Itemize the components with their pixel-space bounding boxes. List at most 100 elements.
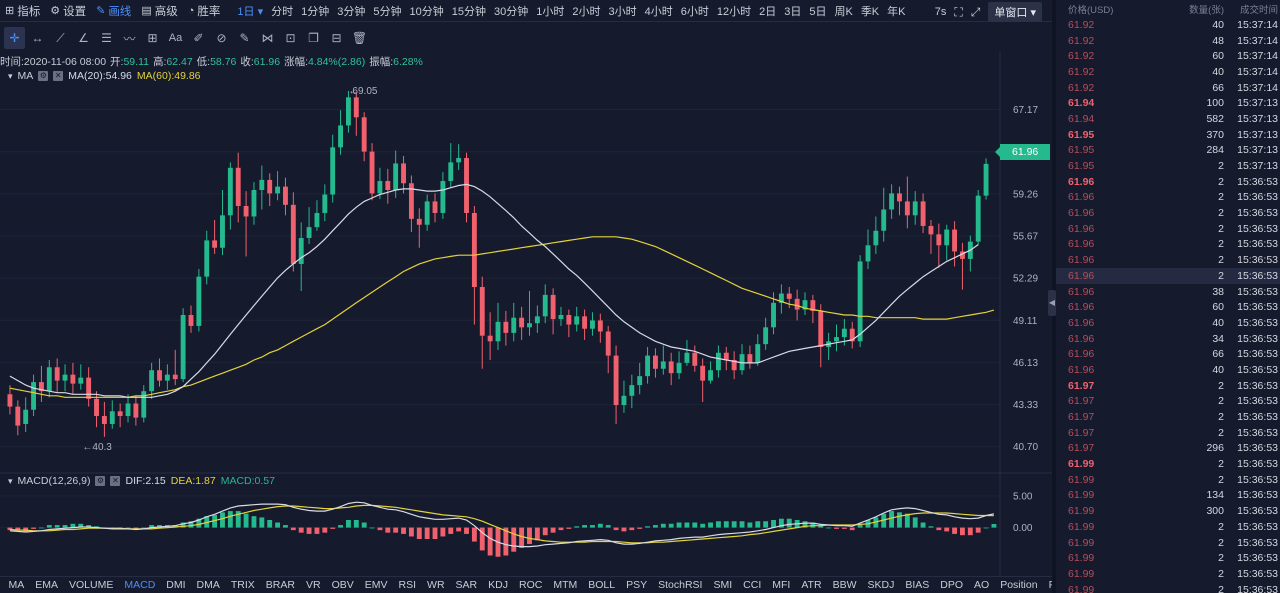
close-icon[interactable]: ✕ <box>110 476 121 486</box>
chart-canvas[interactable]: 67.1763.0959.2655.6752.2949.1146.1343.33… <box>0 52 1052 576</box>
trend-line-icon[interactable]: ⟋ <box>56 30 65 45</box>
expand-icon[interactable]: ⤢ <box>970 4 981 19</box>
indicator-tab[interactable]: DPO <box>940 579 964 591</box>
collapse-panel-icon[interactable]: ◀ <box>1048 290 1056 316</box>
horizontal-line-icon[interactable]: ↔ <box>31 31 44 45</box>
period-option[interactable]: 2小时 <box>572 5 601 18</box>
tool-clock[interactable]: ◔ 胜率 <box>183 3 226 19</box>
period-option[interactable]: 周K <box>834 5 853 18</box>
macd-bar <box>841 527 847 529</box>
indicator-tab[interactable]: WR <box>427 579 445 591</box>
period-option[interactable]: 5分钟 <box>373 5 402 18</box>
indicator-tab[interactable]: DMA <box>196 579 220 591</box>
candle-body <box>401 163 406 184</box>
period-option[interactable]: 1分钟 <box>301 5 330 18</box>
indicator-tab[interactable]: BOLL <box>588 579 616 591</box>
tool-gear[interactable]: ⚙ 设置 <box>45 3 91 19</box>
trade-time: 15:36:53 <box>1237 207 1278 220</box>
settings-icon[interactable]: ⚙ <box>95 476 106 486</box>
period-option[interactable]: 3日 <box>784 5 802 18</box>
indicator-tab[interactable]: RSI <box>398 579 417 591</box>
period-selector: 1日 ▾ 分时 1分钟 3分钟 5分钟 10分钟 15分钟 30分钟 1小时 2小时 3小时 4小时… <box>233 3 909 19</box>
period-option[interactable]: 3分钟 <box>337 5 366 18</box>
indicator-tab[interactable]: MFI <box>772 579 791 591</box>
fullscreen-icon[interactable]: ⛶ <box>954 4 963 19</box>
period-dropdown[interactable]: 1日 ▾ <box>233 3 267 19</box>
period-option[interactable]: 30分钟 <box>493 5 529 18</box>
indicator-tab[interactable]: BIAS <box>905 579 930 591</box>
pen-icon[interactable]: ✎ <box>239 31 250 45</box>
indicator-tab[interactable]: EMV <box>364 579 388 591</box>
indicator-tab[interactable]: VOLUME <box>69 579 114 591</box>
indicator-tab[interactable]: MACD <box>124 579 156 591</box>
parallel-channel-icon[interactable]: ☰ <box>101 31 112 45</box>
macd-bar <box>613 527 619 531</box>
macd-toggle-icon[interactable]: ▾ <box>8 475 13 486</box>
trade-price: 61.96 <box>1068 316 1095 329</box>
indicator-tab[interactable]: SKDJ <box>867 579 895 591</box>
crosshair-icon[interactable]: ✛ <box>4 27 25 49</box>
period-option[interactable]: 15分钟 <box>451 5 486 18</box>
copy-icon[interactable]: ❐ <box>308 31 319 45</box>
period-option[interactable]: 2日 <box>759 5 777 18</box>
indicator-tab[interactable]: BRAR <box>265 579 295 591</box>
ma-toggle-icon[interactable]: ▾ <box>8 70 13 81</box>
indicator-tab[interactable]: TRIX <box>230 579 255 591</box>
refresh-interval[interactable]: 7s <box>934 6 947 18</box>
period-option[interactable]: 6小时 <box>680 5 709 18</box>
angle-tool-icon[interactable]: ∠ <box>78 31 89 45</box>
trade-qty: 2 <box>1218 552 1224 565</box>
indicator-tab[interactable]: BBW <box>832 579 857 591</box>
indicator-tab[interactable]: AO <box>974 579 990 591</box>
lock-icon[interactable]: ⊡ <box>285 31 296 45</box>
text-tool-icon[interactable]: Aa <box>168 32 183 44</box>
measure-icon[interactable]: ⊞ <box>147 31 158 45</box>
trade-price: 61.97 <box>1068 426 1095 439</box>
brush-icon[interactable]: ✐ <box>193 31 204 45</box>
tool-calendar[interactable]: ▤ 高级 <box>136 3 182 19</box>
indicator-tab[interactable]: CCI <box>743 579 762 591</box>
tool-label: 画线 <box>108 5 132 18</box>
visibility-icon[interactable]: ⊟ <box>331 31 342 45</box>
period-option[interactable]: 季K <box>860 5 880 18</box>
period-option[interactable]: 1小时 <box>536 5 565 18</box>
zigzag-icon[interactable]: 〰 <box>123 31 136 46</box>
macd-bar <box>511 527 517 552</box>
indicator-tab[interactable]: OBV <box>331 579 354 591</box>
indicator-tab[interactable]: EMA <box>35 579 59 591</box>
ruler-icon[interactable]: ⊘ <box>216 31 227 45</box>
period-option[interactable]: 10分钟 <box>409 5 444 18</box>
tool-indicator[interactable]: ⊞ 指标 <box>0 3 45 19</box>
indicator-tab[interactable]: ROC <box>518 579 543 591</box>
period-option[interactable]: 12小时 <box>716 5 752 18</box>
indicator-tab[interactable]: MTM <box>553 579 578 591</box>
close-icon[interactable]: ✕ <box>53 71 64 81</box>
trade-qty: 100 <box>1206 97 1224 110</box>
pattern-icon[interactable]: ⋈ <box>261 31 274 45</box>
trade-row: 61.96 2 15:36:53 <box>1056 205 1280 221</box>
indicator-tab[interactable]: VR <box>305 579 321 591</box>
macd-bar <box>763 521 769 528</box>
settings-icon[interactable]: ⚙ <box>38 71 49 81</box>
indicator-tab[interactable]: PSY <box>626 579 648 591</box>
indicator-tab[interactable]: ATR <box>801 579 822 591</box>
indicator-tab[interactable]: SMI <box>713 579 733 591</box>
indicator-tab[interactable]: DMI <box>166 579 186 591</box>
period-option[interactable]: 分时 <box>271 5 294 18</box>
indicator-tab[interactable]: Position <box>1000 579 1038 591</box>
trash-icon[interactable]: 🗑 <box>351 31 368 45</box>
period-option[interactable]: 4小时 <box>644 5 673 18</box>
indicator-tab[interactable]: MA <box>8 579 25 591</box>
period-option[interactable]: 5日 <box>809 5 827 18</box>
indicator-tab[interactable]: SAR <box>455 579 478 591</box>
window-mode-select[interactable]: 单窗口 ▾ <box>988 2 1042 22</box>
candle <box>38 365 44 402</box>
candle-body <box>652 355 658 369</box>
trades-list[interactable]: 61.92 40 15:37:14 61.92 48 15:37:14 61.92 60 15:… <box>1056 17 1280 593</box>
tool-pencil[interactable]: ✎ 画线 <box>91 3 136 19</box>
period-option[interactable]: 年K <box>887 5 906 18</box>
period-option[interactable]: 3小时 <box>608 5 637 18</box>
macd-bar <box>676 522 682 528</box>
indicator-tab[interactable]: KDJ <box>488 579 508 591</box>
indicator-tab[interactable]: StochRSI <box>658 579 703 591</box>
